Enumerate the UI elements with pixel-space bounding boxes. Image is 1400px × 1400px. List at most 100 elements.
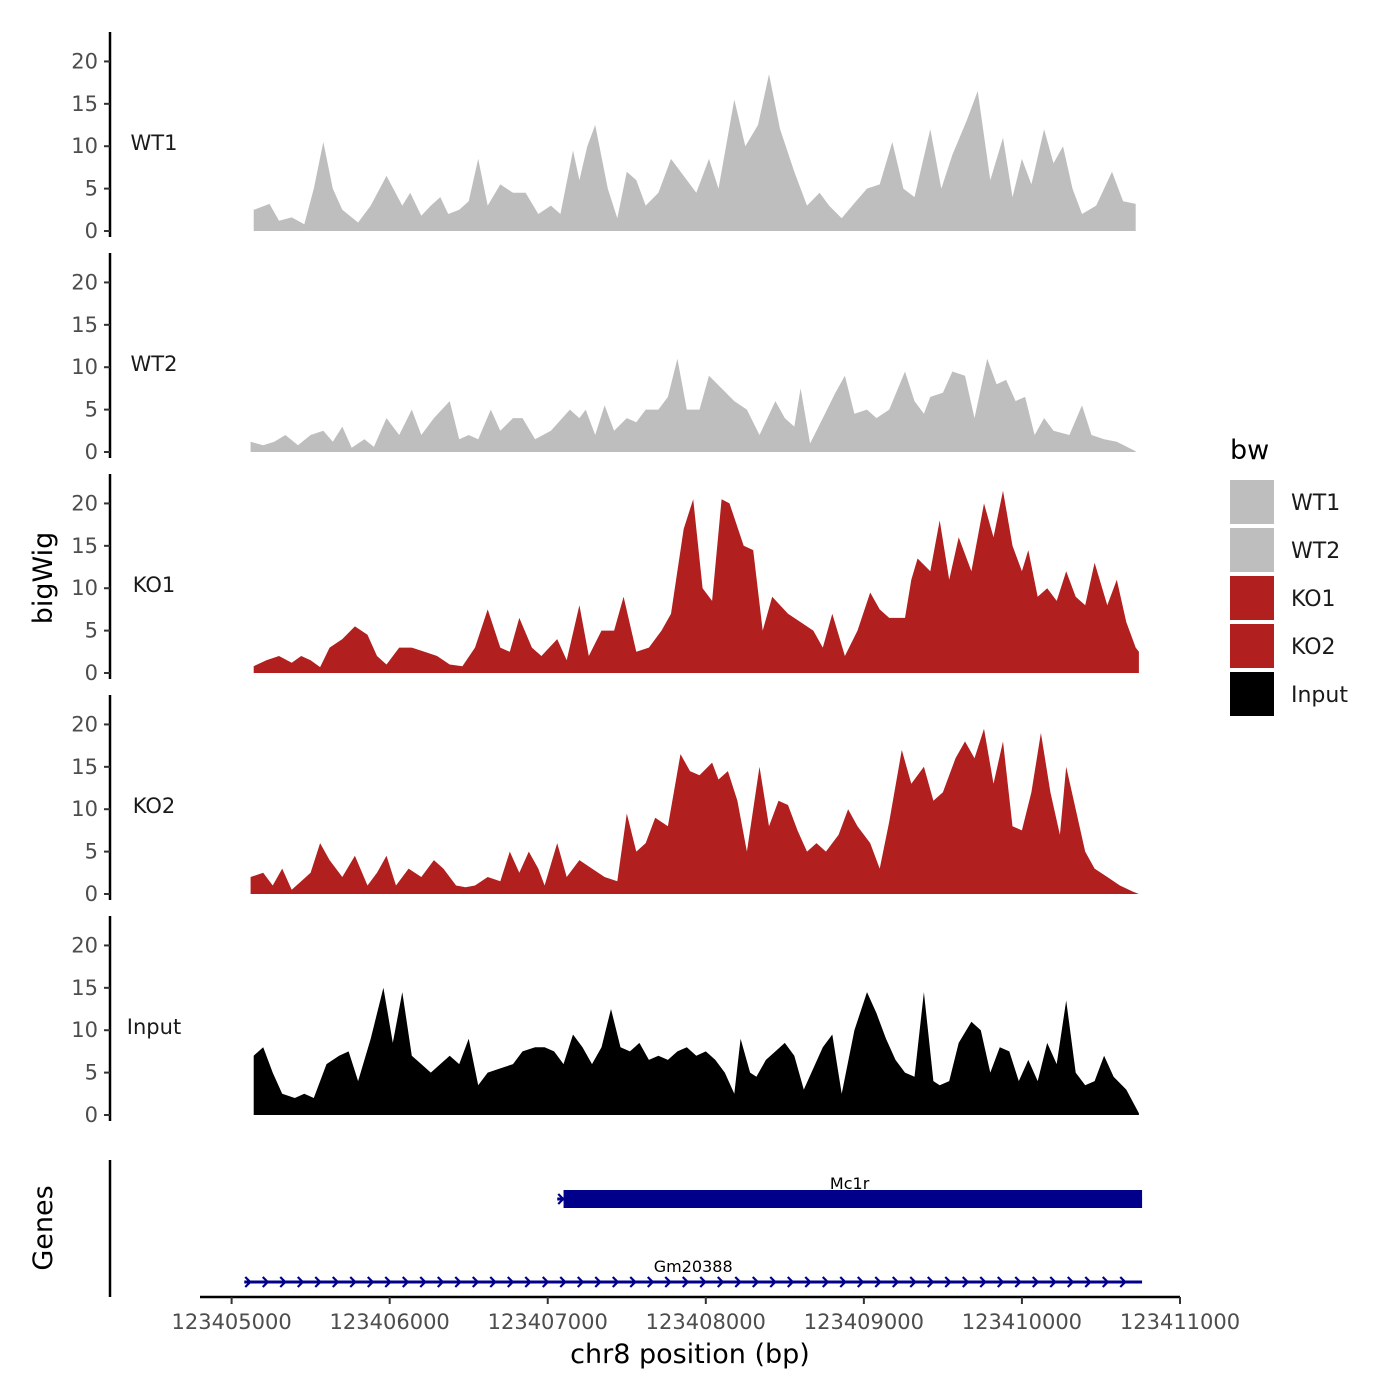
strand-arrow-icon — [611, 1276, 620, 1288]
strand-arrow-icon — [576, 1276, 585, 1288]
strand-arrow-icon — [454, 1276, 462, 1288]
strand-arrow-icon — [557, 1193, 565, 1205]
signal-area-ko2 — [250, 728, 1139, 894]
strand-arrow-icon — [592, 1193, 600, 1205]
strand-arrow-icon — [1099, 1193, 1108, 1205]
strand-arrow-icon — [1014, 1276, 1022, 1288]
panel-ko1: 0 5 10 15 20 KO1 — [71, 474, 1139, 685]
y-tick-label: 10 — [71, 134, 98, 158]
strand-arrow-icon — [401, 1276, 410, 1288]
y-tick-label: 15 — [71, 755, 98, 779]
y-tick-label: 0 — [85, 219, 98, 243]
signal-area-input — [253, 987, 1139, 1115]
strand-arrow-icon — [1049, 1276, 1057, 1288]
legend-entry-wt2: WT2 — [1230, 528, 1340, 572]
strand-arrow-icon — [924, 1193, 933, 1205]
y-tick-label: 5 — [85, 619, 98, 643]
x-tick-label: 123405000 — [171, 1310, 291, 1334]
strand-arrow-icon — [872, 1193, 880, 1205]
strand-arrow-icon — [979, 1276, 987, 1288]
legend-label: WT1 — [1291, 491, 1340, 516]
strand-arrow-icon — [804, 1276, 812, 1288]
x-axis: 123405000 123406000 123407000 123408000 1234… — [171, 1295, 1240, 1334]
strand-arrow-icon — [926, 1276, 935, 1288]
strand-arrow-icon — [1117, 1193, 1125, 1205]
strand-arrow-icon — [821, 1276, 830, 1288]
strand-arrow-icon — [524, 1276, 532, 1288]
strand-arrow-icon — [279, 1276, 287, 1288]
gene-gm20388: Gm20388 — [244, 1257, 1143, 1288]
y-tick-label: 20 — [71, 491, 98, 515]
strand-arrow-icon — [664, 1276, 672, 1288]
strand-arrow-icon — [646, 1276, 655, 1288]
panel-ko2: 0 5 10 15 20 KO2 — [71, 695, 1139, 906]
strand-arrow-icon — [644, 1193, 653, 1205]
strand-arrow-icon — [889, 1193, 898, 1205]
track-label: KO2 — [133, 794, 176, 818]
y-tick-label: 0 — [85, 440, 98, 464]
x-tick-label: 123408000 — [646, 1310, 766, 1334]
gene-label: Mc1r — [830, 1174, 870, 1193]
strand-arrow-icon — [1082, 1193, 1090, 1205]
strand-arrow-icon — [732, 1193, 740, 1205]
strand-arrow-icon — [261, 1276, 270, 1288]
strand-arrow-icon — [681, 1276, 690, 1288]
y-tick-label: 0 — [85, 882, 98, 906]
strand-arrow-icon — [366, 1276, 375, 1288]
strand-arrow-icon — [699, 1276, 707, 1288]
strand-arrow-icon — [679, 1193, 688, 1205]
strand-arrow-icon — [874, 1276, 882, 1288]
strand-arrow-icon — [994, 1193, 1003, 1205]
strand-arrow-icon — [1012, 1193, 1020, 1205]
legend-swatch — [1230, 624, 1274, 668]
y-tick-label: 15 — [71, 92, 98, 116]
strand-arrow-icon — [944, 1276, 952, 1288]
strand-arrow-icon — [996, 1276, 1005, 1288]
y-axis-title: bigWig — [28, 532, 59, 625]
genes-axis-title: Genes — [28, 1185, 59, 1270]
track-label: Input — [127, 1015, 181, 1039]
legend-swatch — [1230, 480, 1274, 524]
strand-arrow-icon — [244, 1276, 252, 1288]
strand-arrow-icon — [856, 1276, 865, 1288]
strand-arrow-icon — [769, 1276, 777, 1288]
y-tick-label: 10 — [71, 355, 98, 379]
strand-arrow-icon — [419, 1276, 427, 1288]
y-tick-label: 20 — [71, 933, 98, 957]
legend-entry-input: Input — [1230, 672, 1348, 716]
strand-arrow-icon — [296, 1276, 305, 1288]
strand-arrow-icon — [1101, 1276, 1110, 1288]
x-tick-label: 123406000 — [330, 1310, 450, 1334]
strand-arrow-icon — [854, 1193, 863, 1205]
legend-entry-ko1: KO1 — [1230, 576, 1336, 620]
legend-title: bw — [1230, 435, 1269, 466]
strand-arrow-icon — [784, 1193, 793, 1205]
strand-arrow-icon — [1064, 1193, 1073, 1205]
signal-area-wt2 — [250, 358, 1136, 452]
strand-arrow-icon — [786, 1276, 795, 1288]
strand-arrow-icon — [961, 1276, 970, 1288]
track-label: WT1 — [131, 131, 178, 155]
signal-area-ko1 — [253, 490, 1139, 673]
panel-wt2: 0 5 10 15 20 WT2 — [71, 253, 1136, 464]
strand-arrow-icon — [907, 1193, 915, 1205]
y-tick-label: 20 — [71, 712, 98, 736]
strand-arrow-icon — [629, 1276, 637, 1288]
y-tick-label: 10 — [71, 1018, 98, 1042]
strand-arrow-icon — [909, 1276, 917, 1288]
y-tick-label: 5 — [85, 177, 98, 201]
y-tick-label: 20 — [71, 270, 98, 294]
strand-arrow-icon — [819, 1193, 828, 1205]
y-tick-label: 10 — [71, 576, 98, 600]
strand-arrow-icon — [349, 1276, 357, 1288]
gene-label: Gm20388 — [654, 1257, 733, 1276]
y-tick-label: 20 — [71, 49, 98, 73]
strand-arrow-icon — [384, 1276, 392, 1288]
strand-arrow-icon — [594, 1276, 602, 1288]
strand-arrow-icon — [1047, 1193, 1055, 1205]
track-label: WT2 — [131, 352, 178, 376]
strand-arrow-icon — [942, 1193, 950, 1205]
strand-arrow-icon — [489, 1276, 497, 1288]
x-axis-title: chr8 position (bp) — [570, 1339, 810, 1370]
